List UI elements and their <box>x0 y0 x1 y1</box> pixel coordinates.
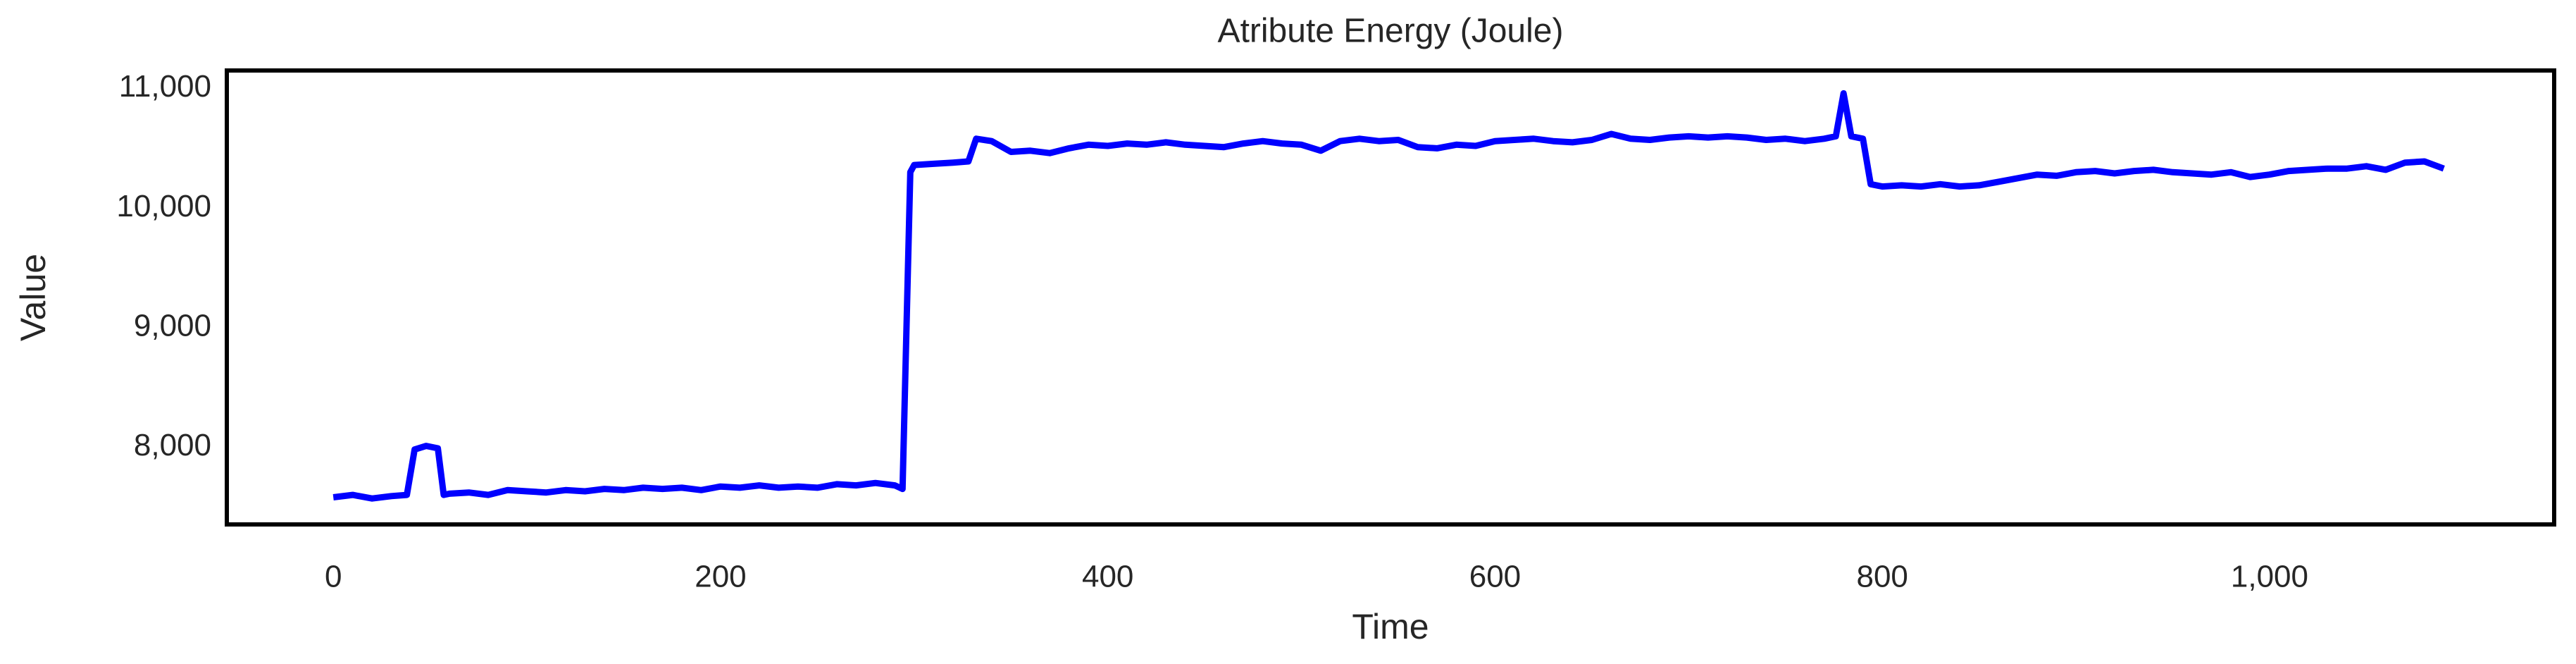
y-tick-label: 11,000 <box>119 69 211 104</box>
x-tick-label: 200 <box>695 560 746 594</box>
x-tick-label: 400 <box>1082 560 1133 594</box>
y-axis-label: Value <box>13 254 53 341</box>
chart-title: Atribute Energy (Joule) <box>1218 13 1564 50</box>
plot-frame <box>225 68 2556 527</box>
data-line <box>332 90 2445 502</box>
x-tick-label: 0 <box>325 560 342 594</box>
y-tick-label: 10,000 <box>116 189 211 223</box>
x-tick-label: 600 <box>1469 560 1521 594</box>
x-tick-label: 800 <box>1856 560 1908 594</box>
x-axis-label: Time <box>1352 607 1429 646</box>
x-tick-label: 1,000 <box>2231 560 2308 594</box>
y-tick-label: 8,000 <box>134 428 211 462</box>
y-tick-label: 9,000 <box>134 308 211 343</box>
